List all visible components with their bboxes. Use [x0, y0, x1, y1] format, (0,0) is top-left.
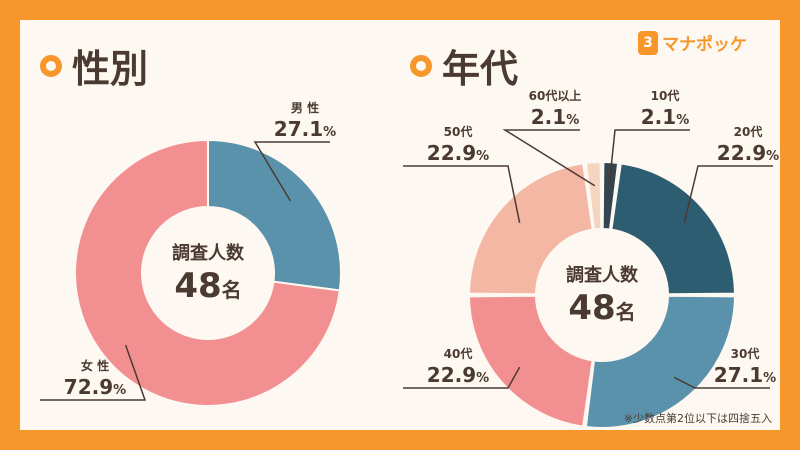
- slice-label-1-3: 40代: [444, 346, 473, 361]
- slice-value-1-5: 2.1%: [531, 105, 579, 129]
- slice-label-1-5: 60代以上: [529, 88, 582, 103]
- leader-line-0-1: [40, 344, 147, 401]
- slice-value-0-0: 27.1%: [274, 117, 336, 141]
- leader-line-1-2: [673, 376, 770, 389]
- gender-title: 性別: [72, 47, 149, 91]
- logo-text: マナポッケ: [662, 35, 747, 55]
- slice-label-0-0: 男 性: [291, 100, 319, 115]
- manapocke-logo: 3 マナポッケ: [638, 30, 747, 55]
- leader-line-1-0: [608, 129, 690, 186]
- slice-1-1: [610, 162, 737, 296]
- slice-1-5: [584, 160, 603, 231]
- center-value-1: 48名: [568, 288, 635, 328]
- slice-label-1-0: 10代: [651, 88, 680, 103]
- slice-label-1-4: 50代: [444, 124, 473, 139]
- slice-value-0-1: 72.9%: [64, 375, 126, 399]
- slice-value-1-3: 22.9%: [427, 363, 489, 387]
- infographic-panel: 性別 年代 3 マナポッケ 男 性 27.1% 女 性 72.9% 調査人数 48名 10代…: [20, 20, 780, 430]
- slice-1-4: [467, 162, 594, 296]
- ring-bullet-icon: [40, 54, 62, 77]
- slice-1-3: [467, 294, 594, 428]
- leader-line-1-5: [502, 129, 596, 187]
- slice-value-1-2: 27.1%: [714, 363, 776, 387]
- slice-1-2: [584, 294, 737, 429]
- slice-0-0: [207, 138, 342, 292]
- logo-mark-icon: 3: [638, 30, 658, 55]
- slice-label-0-1: 女 性: [81, 358, 109, 373]
- slice-1-0: [601, 160, 620, 231]
- rounding-footnote: ※少数点第2位以下は四捨五入: [623, 412, 772, 425]
- slice-label-1-2: 30代: [731, 346, 760, 361]
- gender-section-title: 性別: [40, 38, 148, 93]
- age-title: 年代: [442, 47, 519, 91]
- center-label-0: 調査人数: [172, 242, 245, 264]
- leader-line-1-1: [683, 165, 773, 224]
- slice-value-1-4: 22.9%: [427, 141, 489, 165]
- center-label-1: 調査人数: [566, 264, 639, 286]
- ring-bullet-icon: [410, 54, 432, 77]
- slice-value-1-1: 22.9%: [717, 141, 779, 165]
- leader-line-0-0: [253, 141, 330, 202]
- slice-value-1-0: 2.1%: [641, 105, 689, 129]
- center-value-0: 48名: [174, 266, 241, 306]
- leader-line-1-4: [403, 165, 521, 223]
- leader-line-1-3: [403, 366, 521, 389]
- slice-0-1: [74, 138, 341, 407]
- slice-label-1-1: 20代: [734, 124, 763, 139]
- age-section-title: 年代: [410, 38, 518, 93]
- donut-charts: 男 性27.1%女 性72.9%調査人数48名10代2.1%20代22.9%30…: [40, 88, 779, 429]
